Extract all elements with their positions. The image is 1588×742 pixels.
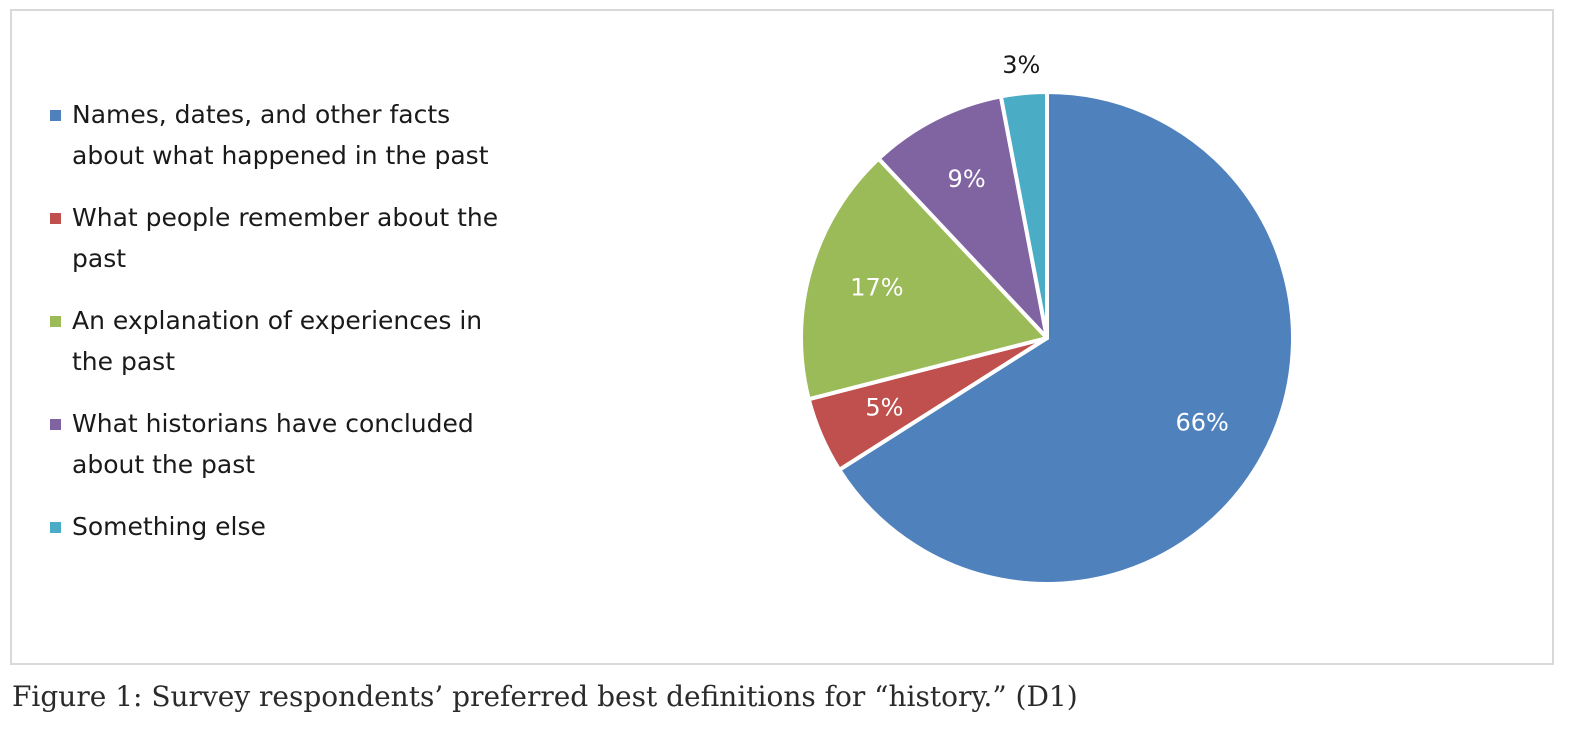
legend-line: past: [72, 244, 127, 273]
legend-line: What historians have concluded: [72, 409, 474, 438]
legend-line: An explanation of experiences in: [72, 306, 483, 335]
legend-swatch-memory: [50, 213, 61, 224]
legend-line: What people remember about the: [72, 203, 499, 232]
legend-item-else: Something else: [50, 506, 550, 547]
legend-item-explanation: An explanation of experiences in the pas…: [50, 300, 550, 382]
figure-caption: Figure 1: Survey respondents’ preferred …: [12, 680, 1078, 713]
pie-label-facts: 66%: [1176, 408, 1229, 436]
pie-label-else: 3%: [1002, 51, 1040, 79]
legend-line: about the past: [72, 450, 256, 479]
legend-label-explanation: An explanation of experiences in the pas…: [72, 300, 482, 382]
legend-swatch-facts: [50, 110, 61, 121]
chart-legend: Names, dates, and other facts about what…: [50, 94, 550, 568]
legend-swatch-explanation: [50, 316, 61, 327]
legend-swatch-else: [50, 522, 61, 533]
legend-line: about what happened in the past: [72, 141, 489, 170]
legend-line: Names, dates, and other facts: [72, 100, 451, 129]
legend-item-facts: Names, dates, and other facts about what…: [50, 94, 550, 176]
pie-chart: 66% 5% 17% 9% 3%: [799, 51, 1296, 586]
legend-line: the past: [72, 347, 175, 376]
legend-item-memory: What people remember about the past: [50, 197, 550, 279]
pie-slice-else: [998, 90, 1049, 340]
legend-label-facts: Names, dates, and other facts about what…: [72, 94, 489, 176]
legend-label-else: Something else: [72, 506, 266, 547]
pie-label-memory: 5%: [865, 393, 903, 421]
legend-swatch-historians: [50, 419, 61, 430]
chart-frame: [10, 9, 1554, 665]
pie-label-historians: 9%: [948, 165, 986, 193]
pie-label-explanation: 17%: [850, 274, 903, 302]
legend-label-memory: What people remember about the past: [72, 197, 498, 279]
pie-slice-facts: [837, 90, 1296, 586]
pie-slice-historians: [876, 94, 1049, 340]
legend-line: Something else: [72, 512, 266, 541]
legend-label-historians: What historians have concluded about the…: [72, 403, 474, 485]
pie-slice-explanation: [799, 156, 1049, 402]
legend-item-historians: What historians have concluded about the…: [50, 403, 550, 485]
